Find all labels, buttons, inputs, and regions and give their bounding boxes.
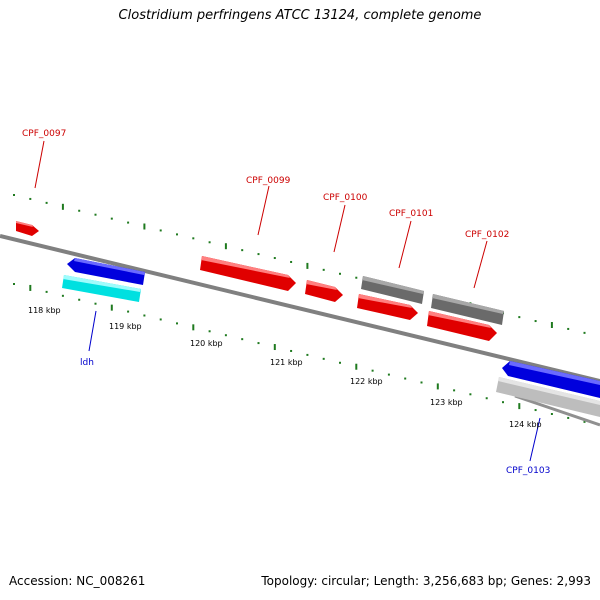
lower-tick-track — [13, 283, 586, 423]
topology-text: Topology: circular; Length: 3,256,683 bp… — [261, 574, 591, 588]
gene-feature-cpf-0102[interactable] — [427, 311, 497, 341]
tick-label-layer: 118 kbp 119 kbp 120 kbp 121 kbp 122 kbp 123 k… — [28, 306, 542, 429]
genome-backbone — [0, 234, 600, 383]
gene-feature-blue[interactable] — [67, 258, 145, 285]
gene-feature-cpf-0099[interactable] — [200, 256, 296, 291]
gene-label-layer: CPF_0097 CPF_0099 CPF_0100 CPF_0101 CPF_0102… — [22, 129, 550, 476]
gene-feature-cpf-0101-gray[interactable] — [361, 276, 424, 304]
tick-label: 120 kbp — [190, 339, 223, 348]
gene-label: CPF_0103 — [506, 466, 550, 476]
gene-feature-cpf-0102-gray[interactable] — [431, 294, 504, 325]
genome-backbone-shadow — [514, 394, 600, 427]
accession-text: Accession: NC_008261 — [9, 574, 146, 588]
gene-label: CPF_0102 — [465, 230, 509, 240]
gene-label: CPF_0100 — [323, 193, 368, 203]
gene-feature-cpf-0100[interactable] — [305, 280, 343, 302]
gene-label: CPF_0097 — [22, 129, 66, 139]
genome-title: Clostridium perfringens ATCC 13124, comp… — [118, 8, 482, 23]
gene-label: CPF_0101 — [389, 209, 433, 219]
gene-feature-cpf-0097[interactable] — [16, 221, 39, 236]
gene-feature-cpf-0103-gray[interactable] — [496, 377, 600, 417]
tick-label: 122 kbp — [350, 377, 383, 386]
gene-label: ldh — [80, 358, 94, 368]
tick-label: 119 kbp — [109, 322, 142, 331]
tick-label: 121 kbp — [270, 358, 303, 367]
gene-label: CPF_0099 — [246, 176, 291, 186]
tick-label: 124 kbp — [509, 420, 542, 429]
gene-feature-cpf-0103[interactable] — [502, 361, 600, 398]
tick-label: 118 kbp — [28, 306, 61, 315]
gene-feature-ldh[interactable] — [62, 275, 141, 302]
label-callouts — [34, 140, 541, 462]
tick-label: 123 kbp — [430, 398, 463, 407]
gene-feature-cpf-0101[interactable] — [357, 294, 418, 320]
